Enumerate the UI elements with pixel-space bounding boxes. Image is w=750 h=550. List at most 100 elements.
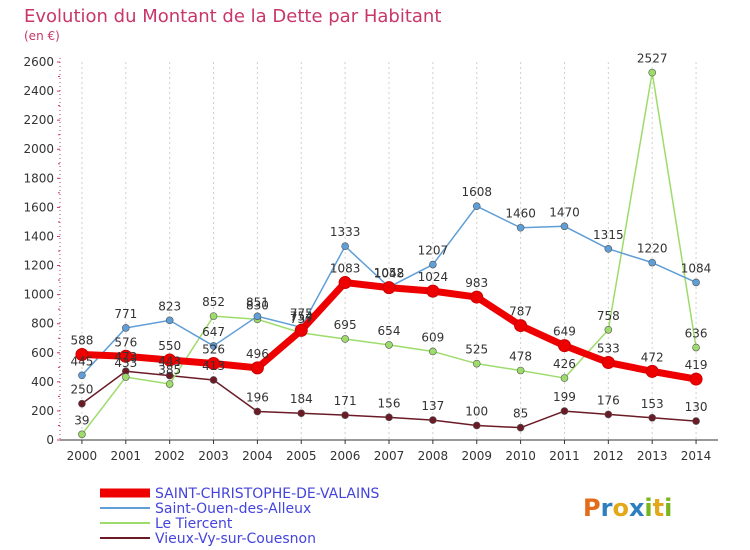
x-tick-label: 2007 [374, 449, 405, 463]
data-label-saint-christophe-de-valains: 787 [509, 305, 532, 319]
data-label-vieux-vy-sur-couesnon: 85 [513, 407, 528, 421]
data-label-vieux-vy-sur-couesnon: 176 [597, 393, 620, 407]
data-point-saint-christophe-de-valains [75, 348, 89, 362]
data-point-saint-ouen-des-alleux [648, 258, 657, 267]
data-point-le-tiercent [648, 68, 657, 77]
data-label-saint-christophe-de-valains: 419 [685, 358, 708, 372]
data-point-saint-ouen-des-alleux [692, 278, 700, 287]
data-label-saint-ouen-des-alleux: 771 [114, 307, 137, 321]
data-point-saint-ouen-des-alleux [253, 312, 262, 321]
data-label-vieux-vy-sur-couesnon: 184 [290, 392, 313, 406]
data-point-le-tiercent [604, 325, 613, 334]
data-point-vieux-vy-sur-couesnon [604, 410, 613, 419]
data-point-vieux-vy-sur-couesnon [253, 407, 262, 416]
legend-label-le-tiercent: Le Tiercent [155, 516, 233, 532]
data-point-vieux-vy-sur-couesnon [692, 417, 700, 425]
data-label-saint-ouen-des-alleux: 823 [158, 299, 181, 313]
data-label-saint-christophe-de-valains: 576 [114, 335, 137, 349]
data-label-le-tiercent: 830 [246, 298, 269, 312]
data-label-le-tiercent: 426 [553, 357, 576, 371]
data-point-vieux-vy-sur-couesnon [516, 423, 525, 432]
data-label-vieux-vy-sur-couesnon: 171 [334, 394, 357, 408]
data-point-saint-christophe-de-valains [250, 361, 264, 375]
data-label-vieux-vy-sur-couesnon: 443 [158, 355, 181, 369]
y-tick-label: 400 [31, 375, 54, 389]
data-point-le-tiercent [78, 430, 86, 439]
data-label-saint-ouen-des-alleux: 1460 [505, 207, 536, 221]
data-label-saint-ouen-des-alleux: 445 [70, 354, 93, 368]
y-tick-label: 600 [31, 346, 54, 360]
data-point-vieux-vy-sur-couesnon [385, 413, 393, 422]
y-tick-label: 2600 [23, 55, 54, 69]
logo-letter: t [653, 494, 664, 522]
data-label-saint-christophe-de-valains: 472 [641, 350, 664, 364]
axes: 0 200 400 600 800 1000 1200 1400 1600 1800 2000 220… [23, 55, 718, 463]
data-label-vieux-vy-sur-couesnon: 413 [202, 359, 225, 373]
data-point-saint-christophe-de-valains [382, 281, 396, 295]
data-point-saint-christophe-de-valains [689, 372, 703, 386]
data-point-saint-christophe-de-valains [294, 323, 308, 337]
data-label-vieux-vy-sur-couesnon: 250 [70, 383, 93, 397]
data-label-vieux-vy-sur-couesnon: 100 [465, 404, 488, 418]
y-tick-label: 0 [46, 433, 54, 447]
data-label-vieux-vy-sur-couesnon: 196 [246, 391, 269, 405]
series [75, 68, 703, 439]
data-point-saint-christophe-de-valains [557, 339, 571, 353]
data-point-saint-christophe-de-valains [119, 349, 133, 363]
data-label-le-tiercent: 695 [334, 318, 357, 332]
data-point-vieux-vy-sur-couesnon [429, 416, 437, 424]
data-point-vieux-vy-sur-couesnon [472, 421, 481, 430]
data-label-le-tiercent: 852 [202, 295, 225, 309]
x-tick-label: 2001 [111, 449, 142, 463]
data-label-saint-christophe-de-valains: 588 [70, 334, 93, 348]
data-point-saint-christophe-de-valains [601, 356, 615, 370]
data-point-saint-ouen-des-alleux [516, 223, 525, 232]
x-tick-label: 2003 [198, 449, 229, 463]
data-label-vieux-vy-sur-couesnon: 130 [685, 400, 708, 414]
chart-subtitle: (en €) [24, 29, 60, 43]
data-label-le-tiercent: 433 [114, 356, 137, 370]
x-tick-label: 2010 [505, 449, 536, 463]
data-label-saint-christophe-de-valains: 649 [553, 325, 576, 339]
y-tick-label: 1000 [23, 288, 54, 302]
data-label-saint-ouen-des-alleux: 1470 [549, 205, 580, 219]
data-point-saint-christophe-de-valains [426, 284, 440, 298]
data-label-saint-ouen-des-alleux: 851 [246, 295, 269, 309]
x-tick-label: 2005 [286, 449, 317, 463]
data-label-saint-ouen-des-alleux: 647 [202, 325, 225, 339]
data-label-saint-christophe-de-valains: 983 [465, 276, 488, 290]
data-point-le-tiercent [122, 373, 130, 381]
data-point-saint-ouen-des-alleux [560, 222, 569, 231]
data-point-le-tiercent [560, 374, 569, 382]
data-point-saint-christophe-de-valains [207, 357, 221, 371]
y-tick-label: 1200 [23, 259, 54, 273]
data-label-le-tiercent: 478 [509, 350, 532, 364]
y-tick-label: 1400 [23, 229, 54, 243]
x-tick-label: 2006 [330, 449, 361, 463]
logo-letter: x [629, 494, 645, 522]
x-tick-label: 2013 [637, 449, 668, 463]
x-tick-label: 2014 [681, 449, 712, 463]
y-tick-label: 2200 [23, 113, 54, 127]
legend-label-saint-ouen-des-alleux: Saint-Ouen-des-Alleux [155, 501, 311, 517]
data-label-saint-ouen-des-alleux: 775 [290, 306, 313, 320]
data-label-saint-christophe-de-valains: 1083 [330, 262, 361, 276]
data-label-le-tiercent: 385 [158, 363, 181, 377]
data-label-saint-christophe-de-valains: 533 [597, 342, 620, 356]
logo-letter: r [601, 494, 613, 522]
logo-letter: o [612, 494, 629, 522]
data-label-saint-christophe-de-valains: 496 [246, 347, 269, 361]
logo-letter: i [664, 494, 672, 522]
data-point-vieux-vy-sur-couesnon [165, 371, 174, 380]
data-point-le-tiercent [429, 347, 437, 356]
data-label-vieux-vy-sur-couesnon: 199 [553, 390, 576, 404]
data-label-le-tiercent: 525 [465, 343, 488, 357]
data-label-saint-ouen-des-alleux: 1333 [330, 225, 361, 239]
x-tick-label: 2008 [418, 449, 449, 463]
data-point-vieux-vy-sur-couesnon [209, 376, 218, 384]
data-point-le-tiercent [385, 341, 393, 349]
data-point-le-tiercent [165, 380, 174, 388]
y-tick-label: 1600 [23, 200, 54, 214]
data-labels: 250 473 443 413 196 184 171 156 137 100 85 199 176 15… [70, 52, 711, 428]
proxiti-logo: Proxiti [583, 494, 672, 522]
